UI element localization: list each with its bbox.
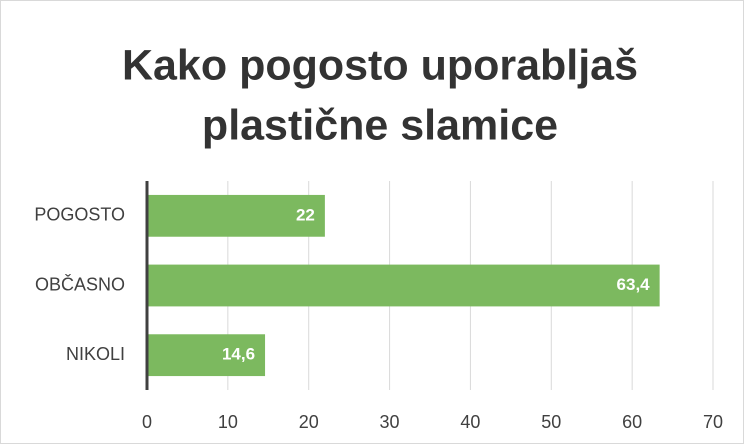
y-tick-label: POGOSTO: [34, 205, 125, 225]
value-label: 63,4: [617, 275, 651, 294]
x-tick-label: 10: [218, 412, 238, 432]
x-tick-label: 40: [460, 412, 480, 432]
bar: [147, 194, 325, 237]
y-tick-label: NIKOLI: [66, 344, 125, 364]
value-label: 22: [296, 205, 315, 224]
x-tick-label: 30: [380, 412, 400, 432]
bar: [147, 264, 660, 307]
x-tick-label: 20: [299, 412, 319, 432]
x-tick-label: 50: [541, 412, 561, 432]
x-tick-label: 0: [142, 412, 152, 432]
y-tick-label: OBČASNO: [35, 273, 125, 294]
x-tick-label: 60: [622, 412, 642, 432]
value-label: 14,6: [222, 345, 255, 364]
chart-title: Kako pogosto uporabljaš: [122, 41, 638, 89]
x-tick-label: 70: [703, 412, 723, 432]
chart-title: plastične slamice: [202, 101, 558, 149]
bar: [147, 334, 266, 377]
